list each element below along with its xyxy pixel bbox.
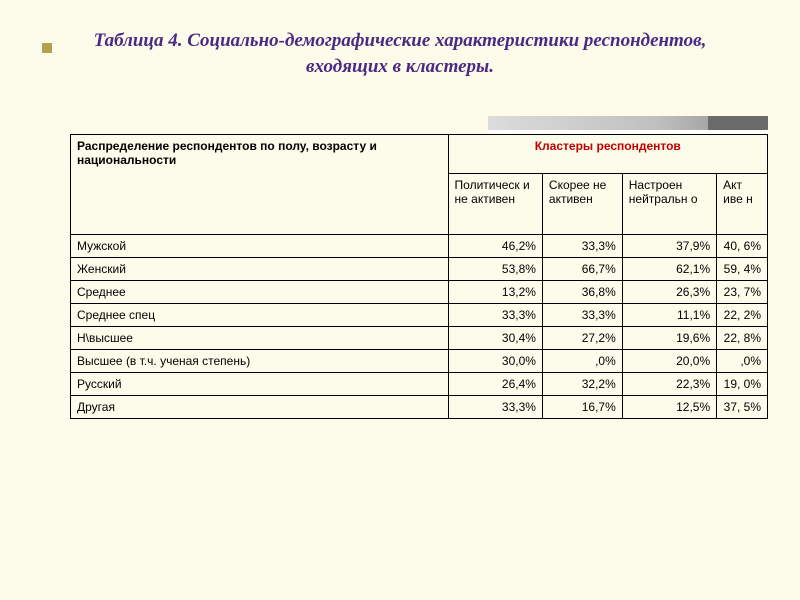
cell-value: 13,2% [448, 281, 542, 304]
cell-value: 22, 8% [717, 327, 768, 350]
row-label: Русский [71, 373, 449, 396]
table-row: Русский26,4%32,2%22,3%19, 0% [71, 373, 768, 396]
cell-value: 33,3% [448, 304, 542, 327]
col-header-4: Акт иве н [717, 174, 768, 235]
cell-value: ,0% [542, 350, 622, 373]
table-row: Н\высшее30,4%27,2%19,6%22, 8% [71, 327, 768, 350]
cell-value: 12,5% [622, 396, 716, 419]
cell-value: 20,0% [622, 350, 716, 373]
row-label: Среднее [71, 281, 449, 304]
cell-value: 46,2% [448, 235, 542, 258]
cell-value: 33,3% [448, 396, 542, 419]
cell-value: 53,8% [448, 258, 542, 281]
table-row: Среднее спец33,3%33,3%11,1%22, 2% [71, 304, 768, 327]
cell-value: 22, 2% [717, 304, 768, 327]
cell-value: 11,1% [622, 304, 716, 327]
cell-value: 62,1% [622, 258, 716, 281]
table-row: Мужской46,2%33,3%37,9%40, 6% [71, 235, 768, 258]
cell-value: 66,7% [542, 258, 622, 281]
cell-value: 36,8% [542, 281, 622, 304]
cell-value: 59, 4% [717, 258, 768, 281]
col-header-2: Скорее не активен [542, 174, 622, 235]
cell-value: 37,9% [622, 235, 716, 258]
title-bullet [42, 43, 52, 53]
cell-value: 26,3% [622, 281, 716, 304]
cell-value: 30,4% [448, 327, 542, 350]
table-container: Распределение респондентов по полу, возр… [70, 134, 768, 419]
row-label: Женский [71, 258, 449, 281]
demographics-table: Распределение респондентов по полу, возр… [70, 134, 768, 419]
slide-title: Таблица 4. Социально-демографические хар… [60, 28, 740, 79]
cell-value: 32,2% [542, 373, 622, 396]
cell-value: ,0% [717, 350, 768, 373]
row-label: Высшее (в т.ч. ученая степень) [71, 350, 449, 373]
cell-value: 27,2% [542, 327, 622, 350]
cell-value: 16,7% [542, 396, 622, 419]
cell-value: 37, 5% [717, 396, 768, 419]
table-row: Женский53,8%66,7%62,1%59, 4% [71, 258, 768, 281]
row-label: Среднее спец [71, 304, 449, 327]
cell-value: 23, 7% [717, 281, 768, 304]
row-label: Другая [71, 396, 449, 419]
table-row: Другая33,3%16,7%12,5%37, 5% [71, 396, 768, 419]
cell-value: 22,3% [622, 373, 716, 396]
row-label: Мужской [71, 235, 449, 258]
table-row: Среднее13,2%36,8%26,3%23, 7% [71, 281, 768, 304]
title-block: Таблица 4. Социально-демографические хар… [0, 0, 800, 79]
slide-background: Таблица 4. Социально-демографические хар… [0, 0, 800, 600]
cell-value: 40, 6% [717, 235, 768, 258]
cell-value: 26,4% [448, 373, 542, 396]
cell-value: 33,3% [542, 235, 622, 258]
cell-value: 30,0% [448, 350, 542, 373]
col-header-1: Политическ и не активен [448, 174, 542, 235]
col-header-3: Настроен нейтральн о [622, 174, 716, 235]
table-body: Мужской46,2%33,3%37,9%40, 6% Женский53,8… [71, 235, 768, 419]
cell-value: 19,6% [622, 327, 716, 350]
row-label: Н\высшее [71, 327, 449, 350]
header-accent-strip [488, 116, 768, 134]
cell-value: 19, 0% [717, 373, 768, 396]
table-row: Высшее (в т.ч. ученая степень)30,0%,0%20… [71, 350, 768, 373]
table-header-right: Кластеры респондентов [448, 135, 767, 174]
table-header-left: Распределение респондентов по полу, возр… [71, 135, 449, 235]
cell-value: 33,3% [542, 304, 622, 327]
